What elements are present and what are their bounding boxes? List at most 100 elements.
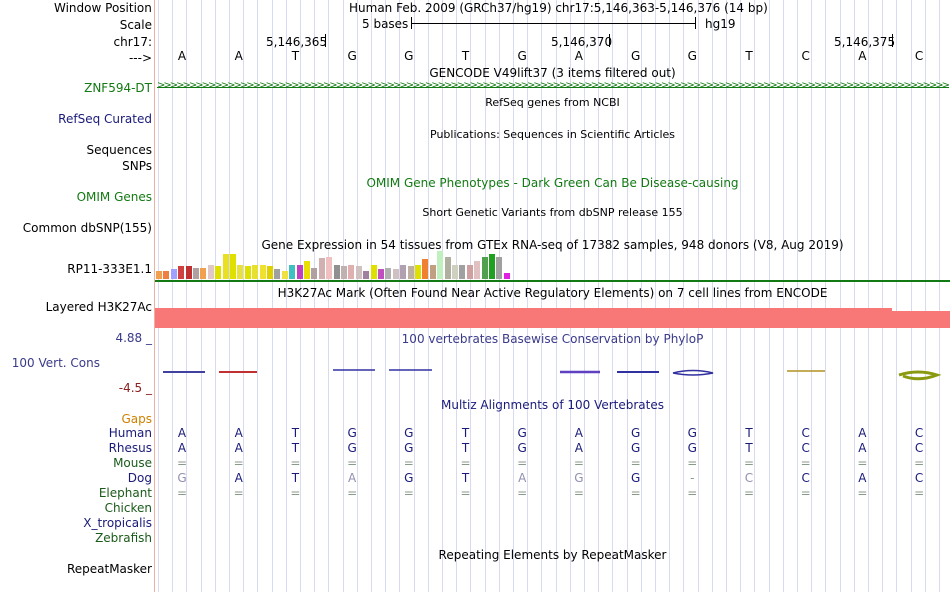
gtex-tissue-bar[interactable]	[259, 265, 266, 279]
multiz-title[interactable]: Multiz Alignments of 100 Vertebrates	[440, 398, 665, 412]
gtex-tissue-bar[interactable]	[289, 265, 296, 279]
gtex-tissue-bar[interactable]	[407, 266, 414, 279]
gtex-tissue-bar[interactable]	[385, 268, 392, 279]
species-label-zebrafish[interactable]: Zebrafish	[95, 531, 152, 545]
h3k27ac-label[interactable]: Layered H3K27Ac	[45, 300, 152, 314]
gtex-tissue-bar[interactable]	[296, 265, 303, 279]
dbsnp-label[interactable]: Common dbSNP(155)	[22, 221, 152, 235]
species-label-x_tropicalis[interactable]: X_tropicalis	[83, 516, 152, 530]
grid-line	[939, 0, 940, 592]
grid-line	[640, 0, 642, 592]
alignment-base: T	[745, 426, 753, 440]
gtex-bar-chart[interactable]	[156, 250, 556, 279]
alignment-base: =	[403, 456, 414, 470]
refseq-label[interactable]: RefSeq Curated	[58, 112, 152, 126]
gtex-tissue-bar[interactable]	[207, 265, 214, 279]
alignment-base: G	[687, 426, 697, 440]
alignment-base: G	[404, 441, 414, 455]
gtex-tissue-bar[interactable]	[237, 265, 244, 279]
gtex-tissue-bar[interactable]	[267, 266, 273, 279]
gtex-tissue-bar[interactable]	[355, 266, 362, 279]
gtex-tissue-bar[interactable]	[474, 261, 481, 279]
refseq-title[interactable]: RefSeq genes from NCBI	[485, 96, 620, 109]
omim-label[interactable]: OMIM Genes	[76, 190, 152, 204]
gtex-tissue-bar[interactable]	[341, 266, 347, 279]
gtex-tissue-bar[interactable]	[170, 269, 177, 279]
gtex-tissue-bar[interactable]	[222, 254, 229, 279]
repeatmasker-title[interactable]: Repeating Elements by RepeatMasker	[438, 548, 667, 562]
gtex-gene-line	[155, 280, 950, 282]
gtex-tissue-bar[interactable]	[244, 266, 251, 279]
gtex-tissue-bar[interactable]	[378, 269, 384, 279]
phylop-label[interactable]: 100 Vert. Cons	[11, 356, 100, 370]
species-label-human[interactable]: Human	[108, 426, 152, 440]
species-label-chicken[interactable]: Chicken	[104, 501, 152, 515]
phylop-signal[interactable]	[155, 360, 950, 384]
gtex-tissue-bar[interactable]	[452, 265, 458, 279]
alignment-base: T	[291, 471, 300, 485]
repeatmasker-label[interactable]: RepeatMasker	[66, 562, 152, 576]
alignment-base: =	[857, 456, 868, 470]
gtex-tissue-bar[interactable]	[503, 273, 510, 279]
species-label-rhesus[interactable]: Rhesus	[108, 441, 152, 455]
h3k27ac-title[interactable]: H3K27Ac Mark (Often Found Near Active Re…	[277, 286, 828, 300]
gtex-tissue-bar[interactable]	[178, 266, 185, 279]
species-label-elephant[interactable]: Elephant	[98, 486, 152, 500]
gtex-tissue-bar[interactable]	[311, 268, 318, 279]
gtex-tissue-bar[interactable]	[252, 265, 259, 279]
alignment-base: =	[573, 486, 584, 500]
gencode-gene-feature[interactable]: >>>>>>>>>>>>>>>>>>>>>>>>>>>>>>>>>>>>>>>>…	[157, 80, 949, 91]
dbsnp-title[interactable]: Short Genetic Variants from dbSNP releas…	[422, 206, 683, 219]
alignment-base: =	[743, 486, 755, 500]
gtex-tissue-bar[interactable]	[363, 271, 370, 279]
gtex-tissue-bar[interactable]	[415, 265, 421, 279]
gencode-title[interactable]: GENCODE V49lift37 (3 items filtered out)	[429, 66, 676, 80]
h3k27ac-signal[interactable]	[892, 311, 950, 328]
publications-label-1[interactable]: Sequences	[86, 143, 152, 157]
gtex-label[interactable]: RP11-333E1.1	[67, 262, 152, 276]
gtex-tissue-bar[interactable]	[318, 258, 325, 279]
gtex-tissue-bar[interactable]	[400, 265, 407, 279]
gtex-tissue-bar[interactable]	[326, 257, 333, 279]
omim-title[interactable]: OMIM Gene Phenotypes - Dark Green Can Be…	[366, 176, 739, 190]
gtex-tissue-bar[interactable]	[437, 251, 444, 279]
gtex-tissue-bar[interactable]	[193, 268, 199, 279]
publications-title[interactable]: Publications: Sequences in Scientific Ar…	[430, 128, 675, 141]
alignment-base: =	[403, 486, 414, 500]
alignment-base: A	[234, 441, 243, 455]
gtex-title[interactable]: Gene Expression in 54 tissues from GTEx …	[261, 238, 844, 252]
phylop-min: -4.5 _	[118, 381, 152, 395]
reference-base: T	[745, 49, 753, 63]
gtex-tissue-bar[interactable]	[370, 265, 377, 279]
gtex-tissue-bar[interactable]	[200, 268, 207, 279]
window-position-value[interactable]: Human Feb. 2009 (GRCh37/hg19) chr17:5,14…	[349, 1, 768, 15]
gtex-tissue-bar[interactable]	[230, 254, 236, 279]
gtex-tissue-bar[interactable]	[489, 254, 495, 279]
gtex-tissue-bar[interactable]	[215, 266, 222, 279]
gtex-tissue-bar[interactable]	[348, 265, 355, 279]
gtex-tissue-bar[interactable]	[429, 265, 436, 279]
gtex-tissue-bar[interactable]	[392, 269, 399, 279]
gtex-tissue-bar[interactable]	[274, 269, 281, 279]
gtex-tissue-bar[interactable]	[281, 271, 288, 279]
gtex-tissue-bar[interactable]	[333, 265, 340, 279]
gtex-tissue-bar[interactable]	[156, 271, 162, 279]
gtex-tissue-bar[interactable]	[444, 257, 451, 279]
gtex-tissue-bar[interactable]	[496, 257, 503, 279]
gtex-tissue-bar[interactable]	[466, 265, 473, 279]
gtex-tissue-bar[interactable]	[459, 265, 466, 279]
species-label-mouse[interactable]: Mouse	[113, 456, 152, 470]
publications-label-2[interactable]: SNPs	[122, 159, 152, 173]
phylop-title[interactable]: 100 vertebrates Basewise Conservation by…	[401, 332, 704, 346]
h3k27ac-signal[interactable]	[155, 308, 892, 328]
alignment-base: G	[347, 426, 357, 440]
gtex-tissue-bar[interactable]	[481, 257, 488, 279]
gtex-tissue-bar[interactable]	[422, 259, 429, 279]
species-label-dog[interactable]: Dog	[127, 471, 152, 485]
coord-tick	[892, 34, 893, 47]
gtex-tissue-bar[interactable]	[185, 266, 192, 279]
gtex-tissue-bar[interactable]	[304, 261, 310, 279]
gtex-tissue-bar[interactable]	[163, 271, 170, 279]
gaps-label[interactable]: Gaps	[121, 412, 152, 426]
gencode-label[interactable]: ZNF594-DT	[84, 81, 152, 95]
